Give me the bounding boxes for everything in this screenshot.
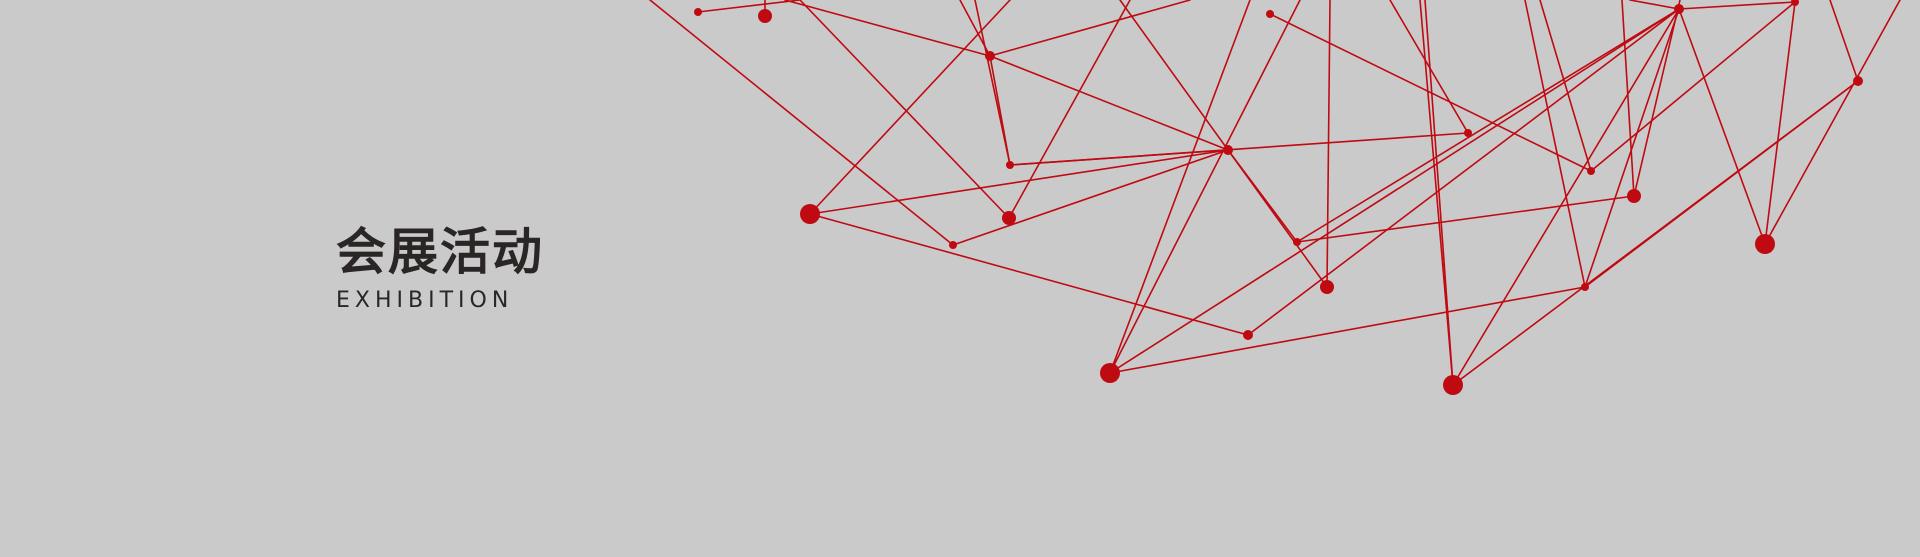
network-line — [1524, 0, 1586, 288]
network-line — [1296, 8, 1680, 243]
network-line — [989, 0, 1191, 57]
network-line — [1539, 0, 1592, 172]
network-line — [1109, 0, 1251, 374]
network-line — [1109, 8, 1680, 374]
network-line — [1227, 149, 1328, 288]
network-line — [1678, 8, 1766, 245]
network-line — [1296, 195, 1635, 243]
network-line — [1326, 0, 1331, 288]
network-node — [1243, 330, 1253, 340]
network-line — [809, 0, 1011, 215]
network-line — [1109, 286, 1586, 374]
network-line — [1629, 0, 1680, 10]
network-line — [1764, 0, 1901, 245]
network-node — [1443, 375, 1463, 395]
network-node — [985, 51, 995, 61]
network-line — [1109, 0, 1301, 374]
title-chinese: 会展活动 — [336, 222, 544, 281]
network-line — [1678, 1, 1796, 10]
network-line — [989, 55, 1011, 166]
network-line — [1424, 0, 1454, 386]
network-node — [1002, 211, 1016, 225]
network-node — [1320, 280, 1334, 294]
network-line — [1590, 1, 1796, 172]
network-line — [697, 0, 801, 13]
network-line — [1764, 1, 1796, 245]
network-node — [1853, 76, 1863, 86]
network-line — [809, 213, 1249, 336]
network-line — [799, 0, 1010, 219]
network-node — [1581, 283, 1589, 291]
network-line — [1621, 0, 1635, 197]
network-line — [1829, 0, 1859, 82]
network-node — [800, 204, 820, 224]
network-node — [758, 9, 772, 23]
title-english: EXHIBITION — [336, 288, 514, 313]
network-node — [1755, 234, 1775, 254]
network-node — [1587, 167, 1595, 175]
section-title: 会展活动 EXHIBITION — [336, 224, 556, 314]
network-line — [1389, 0, 1469, 134]
network-node — [1293, 238, 1301, 246]
network-line — [1269, 13, 1592, 172]
network-line — [1584, 80, 1859, 288]
network-line — [1419, 0, 1454, 386]
network-line — [649, 0, 954, 246]
network-node — [1791, 0, 1799, 6]
network-line — [1008, 0, 1131, 219]
network-node — [1223, 145, 1233, 155]
network-node — [1464, 129, 1472, 137]
network-line — [1009, 132, 1469, 166]
network-line — [1247, 8, 1680, 336]
network-line — [1584, 8, 1680, 288]
network-node — [1266, 10, 1274, 18]
network-line — [809, 149, 1229, 215]
network-node — [949, 241, 957, 249]
network-line — [1119, 0, 1229, 151]
network-line — [952, 149, 1229, 246]
network-line — [989, 55, 1229, 151]
network-node — [1100, 363, 1120, 383]
network-line — [784, 0, 991, 57]
network-node — [1006, 161, 1014, 169]
network-node — [1627, 189, 1641, 203]
network-node — [694, 8, 702, 16]
network-node — [1674, 4, 1684, 14]
network-line — [1633, 0, 1681, 197]
